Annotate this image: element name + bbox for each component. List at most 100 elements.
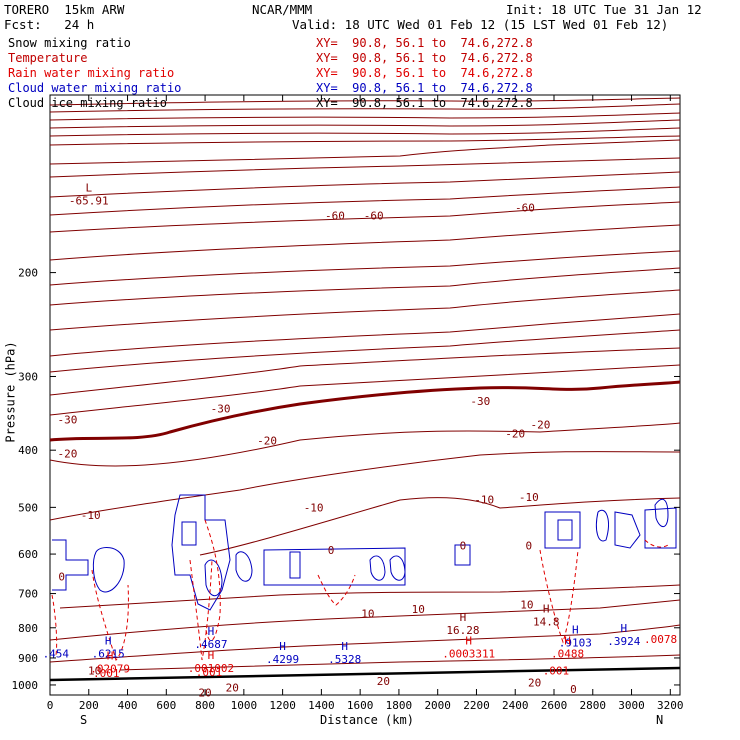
field-temperature-xy: XY= 90.8, 56.1 to 74.6,272.8 [316,51,533,65]
x-tick-label: 1600 [347,699,374,712]
y-tick-label: 1000 [12,679,39,692]
x-tick-label: 1400 [308,699,335,712]
temperature-contour-label: -30 [470,395,490,408]
temperature-contour-label: 20 [226,682,239,695]
x-tick-label: 800 [195,699,215,712]
field-cloud-ice: Cloud ice mixing ratio [8,96,167,110]
y-tick-label: 500 [18,501,38,514]
x-tick-label: 400 [118,699,138,712]
extremum-value: -65.91 [69,195,109,208]
temperature-contour-label: 10 [361,608,374,621]
x-tick-label: 1800 [386,699,413,712]
valid-time: Valid: 18 UTC Wed 01 Feb 12 (15 LST Wed … [292,17,669,32]
field-cloud-ice-xy: XY= 90.8, 56.1 to 74.6,272.8 [316,96,533,110]
temperature-contour-label: 20 [528,676,541,689]
extremum-value: .6215 [92,647,125,660]
extremum-marker: H [620,622,627,635]
y-tick-label: 800 [18,622,38,635]
x-tick-label: 600 [156,699,176,712]
extremum-marker: H [543,603,550,616]
field-snow: Snow mixing ratio [8,36,131,50]
x-tick-label: 2600 [541,699,568,712]
x-tick-labels: 0 200 400 600 800 1000 1200 1400 1600 1800 2000 220… [47,699,684,712]
temperature-contour-label: 10 [520,598,533,611]
x-tick-label: 0 [47,699,54,712]
mixing-ratio-label: .454 [43,648,70,661]
x-tick-label: 3000 [618,699,645,712]
temperature-contour-label: 10 [88,664,101,677]
extrema-labels: L-65.91H16.28H14.8H.6215H.4687H.3924H.91… [69,182,641,676]
extremum-value: 14.8 [533,616,560,629]
extremum-marker: H [279,640,286,653]
extremum-marker: H [105,634,112,647]
extremum-value: .3924 [607,635,640,648]
extremum-value: .9103 [559,637,592,650]
temperature-contour-label: 20 [377,675,390,688]
temperature-contour-label: -10 [474,494,494,507]
y-tick-label: 300 [18,370,38,383]
temperature-contour-label: -30 [211,403,231,416]
extremum-marker: H [572,624,579,637]
y-tick-label: 200 [18,267,38,280]
rain-water-contours [51,519,669,661]
x-axis-south-label: S [80,713,88,727]
y-axis-ticks [50,272,680,686]
field-cloud-water-xy: XY= 90.8, 56.1 to 74.6,272.8 [316,81,533,95]
temperature-contour-label: -10 [304,501,324,514]
extremum-marker: H [460,611,467,624]
temperature-contour-label: 0 [570,683,577,696]
y-tick-label: 400 [18,444,38,457]
temperature-contour-label: 10 [412,603,425,616]
temperature-contours [49,97,681,671]
field-temperature: Temperature [8,51,88,65]
y-tick-label: 900 [18,652,38,665]
temperature-contour-label: 0 [58,571,65,584]
extremum-value: .0488 [551,647,584,660]
extremum-marker: H [107,650,114,663]
temperature-contour-label: -20 [58,447,78,460]
extremum-marker: L [85,182,92,195]
extremum-value: .001002 [188,662,234,675]
temperature-contour-label: -10 [81,509,101,522]
ground-surface [49,666,681,682]
temperature-contour-label: 0 [525,539,532,552]
temperature-contour-label: -10 [519,491,539,504]
field-rain: Rain water mixing ratio [8,66,175,80]
field-rain-xy: XY= 90.8, 56.1 to 74.6,272.8 [316,66,533,80]
x-tick-label: 2200 [463,699,490,712]
extremum-value: .5328 [328,653,361,666]
zero-isotherm [49,380,681,442]
extremum-marker: H [564,634,571,647]
center-title: NCAR/MMM [252,2,313,17]
contour-labels: -60 -60 -60 -30 -30 -30 -20 -20 -20 -20 -10 -10 -10 -… [43,201,678,699]
temperature-contour-label: -60 [515,201,535,214]
x-tick-label: 3200 [657,699,684,712]
mixing-ratio-label: .001 [93,667,120,680]
y-tick-labels: 200 300 400 500 600 700 800 900 1000 [12,267,39,692]
extremum-value: .0003311 [442,647,495,660]
cloud-water-contours [52,494,677,611]
temperature-contour-label: -20 [257,434,277,447]
x-tick-label: 2400 [502,699,529,712]
y-tick-label: 700 [18,588,38,601]
extremum-marker: H [341,640,348,653]
x-axis-ticks [49,95,671,695]
temperature-contour-label: 0 [328,544,335,557]
x-tick-label: 200 [79,699,99,712]
temperature-contour-label: 20 [198,687,211,700]
x-axis-north-label: N [656,713,664,727]
x-axis-label: Distance (km) [320,713,414,727]
x-tick-label: 1200 [269,699,296,712]
field-cloud-water: Cloud water mixing ratio [8,81,182,95]
init-time: Init: 18 UTC Tue 31 Jan 12 [506,2,702,17]
mixing-ratio-label: .0078 [644,633,677,646]
field-snow-xy: XY= 90.8, 56.1 to 74.6,272.8 [316,36,533,50]
extremum-value: .4299 [266,653,299,666]
x-tick-label: 2800 [580,699,607,712]
extremum-value: 16.28 [446,624,479,637]
x-tick-label: 1000 [231,699,258,712]
forecast-hour: Fcst: 24 h [4,17,95,32]
extremum-marker: H [208,649,215,662]
extremum-marker: H [208,625,215,638]
